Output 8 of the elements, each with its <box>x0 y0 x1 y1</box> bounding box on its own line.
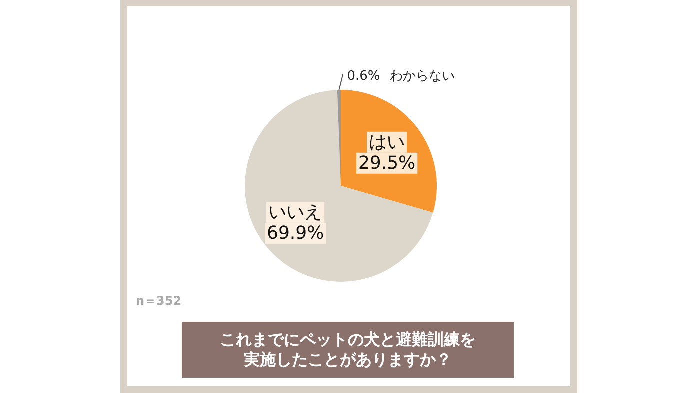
data-label: 69.9% <box>267 222 324 244</box>
text: これまでにペットの犬と避難訓練を実施したことがありますか？ <box>220 330 476 369</box>
data-label: 29.5% <box>358 152 416 174</box>
data-label: 0.6% <box>347 69 380 84</box>
slice-label: はい <box>369 132 406 153</box>
text: n＝352 <box>136 294 182 308</box>
slice-label: わからない <box>390 69 456 84</box>
slice-label: いいえ <box>268 202 323 223</box>
